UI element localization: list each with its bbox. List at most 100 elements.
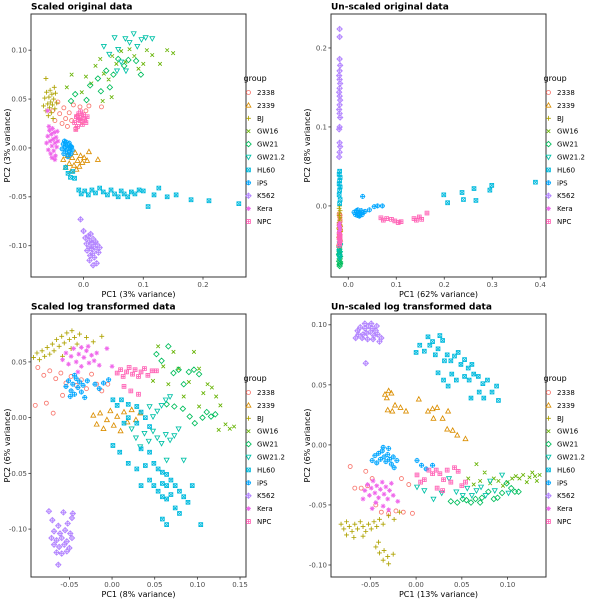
legend-item-GW21.2: GW21.2 bbox=[545, 454, 585, 462]
asterisk-legend-glyph bbox=[546, 506, 551, 511]
legend-label: GW16 bbox=[557, 128, 579, 136]
triangle-open-legend-glyph bbox=[545, 401, 552, 408]
x-tick-label: 0.1 bbox=[391, 281, 402, 289]
legend-item-2339: 2339 bbox=[245, 102, 275, 110]
x-tick-label: 0.0 bbox=[343, 281, 354, 289]
x-tick-label: 0.10 bbox=[500, 581, 516, 589]
series-K562 bbox=[335, 25, 344, 161]
series-GW21 bbox=[67, 55, 145, 105]
legend-item-GW21: GW21 bbox=[245, 440, 278, 449]
legend-label: 2338 bbox=[557, 389, 575, 397]
series-BJ bbox=[31, 328, 105, 363]
diamond-plus-legend-glyph bbox=[245, 492, 252, 500]
legend-label: Kera bbox=[557, 205, 573, 213]
y-tick-label: 0.00 bbox=[11, 414, 27, 422]
points-iPS bbox=[369, 444, 436, 472]
series-HL60 bbox=[413, 333, 501, 403]
x-tick-label: 0.15 bbox=[232, 581, 248, 589]
panel-title: Scaled original data bbox=[31, 3, 132, 13]
y-tick-label: -0.10 bbox=[9, 242, 27, 250]
legend-item-iPS: iPS bbox=[545, 179, 568, 187]
circle-open-legend-glyph bbox=[246, 390, 251, 395]
series-2338 bbox=[347, 464, 415, 516]
square-x-legend-glyph bbox=[546, 467, 551, 473]
series-K562 bbox=[77, 216, 103, 269]
circle-open-legend-glyph bbox=[546, 390, 551, 395]
points-GW21.2 bbox=[128, 394, 187, 464]
square-plus-legend-glyph bbox=[246, 219, 251, 224]
legend-item-Kera: Kera bbox=[246, 505, 273, 513]
chart-svg-unscaled-log: Un-scaled log transformed data -0.05 0.00 0… bbox=[303, 303, 585, 600]
points-GW21.2 bbox=[100, 31, 156, 75]
x-tick-label: 0.2 bbox=[439, 281, 450, 289]
panel-unscaled-log-data: Un-scaled log transformed data -0.05 0.00 0… bbox=[300, 300, 600, 600]
series-GW16 bbox=[64, 47, 176, 104]
triangle-down-open-legend-glyph bbox=[245, 454, 252, 461]
x-tick-label: 0.3 bbox=[487, 281, 498, 289]
legend-label: GW21 bbox=[557, 141, 578, 149]
y-tick-label: -0.10 bbox=[9, 525, 27, 533]
square-plus-legend-glyph bbox=[246, 519, 251, 524]
legend-label: 2339 bbox=[557, 102, 575, 110]
legend-label: 2338 bbox=[257, 89, 275, 97]
series-iPS bbox=[63, 372, 112, 401]
points-GW16 bbox=[466, 462, 542, 488]
y-tick-label: -0.05 bbox=[9, 193, 27, 201]
legend-label: K562 bbox=[557, 192, 575, 200]
legend-label: GW21.2 bbox=[557, 454, 585, 462]
points-HL60 bbox=[413, 333, 501, 403]
triangle-open-legend-glyph bbox=[545, 101, 552, 108]
series-2339 bbox=[381, 387, 469, 442]
points-HL60 bbox=[336, 168, 538, 206]
points-GW16 bbox=[64, 47, 176, 104]
legend-label: GW21 bbox=[557, 441, 578, 449]
series-iPS bbox=[351, 193, 385, 219]
legend-label: HL60 bbox=[257, 466, 275, 474]
plus-legend-glyph bbox=[546, 415, 551, 421]
legend-item-2339: 2339 bbox=[245, 402, 275, 410]
legend: group 2338 2339 BJ GW16 GW21 GW21.2 HL60 iPS K562… bbox=[244, 74, 285, 226]
panel-title: Un-scaled original data bbox=[331, 3, 449, 13]
legend-item-2338: 2338 bbox=[246, 89, 275, 97]
legend-item-NPC: NPC bbox=[546, 218, 571, 226]
asterisk-legend-glyph bbox=[246, 206, 251, 211]
points-iPS bbox=[59, 138, 75, 160]
series-BJ bbox=[338, 509, 403, 567]
legend-item-GW21.2: GW21.2 bbox=[545, 154, 585, 162]
points-HL60 bbox=[110, 397, 204, 527]
circle-plus-legend-glyph bbox=[545, 480, 552, 486]
legend-label: GW21.2 bbox=[257, 154, 285, 162]
legend-label: iPS bbox=[257, 179, 268, 187]
square-x-legend-glyph bbox=[546, 167, 551, 173]
diamond-plus-legend-glyph bbox=[245, 192, 252, 200]
series-HL60 bbox=[336, 168, 538, 206]
legend: group 2338 2339 BJ GW16 GW21 GW21.2 HL60 iPS K562… bbox=[544, 74, 585, 226]
y-tick-label: 0.2 bbox=[316, 44, 327, 52]
legend-label: HL60 bbox=[557, 466, 575, 474]
points-Kera bbox=[44, 108, 61, 163]
panel-title: Scaled log transformed data bbox=[31, 303, 176, 313]
legend-label: HL60 bbox=[557, 166, 575, 174]
diamond-open-legend-glyph bbox=[245, 140, 252, 148]
series-iPS bbox=[369, 444, 436, 472]
circle-plus-legend-glyph bbox=[545, 180, 552, 186]
series-NPC bbox=[414, 465, 468, 493]
diamond-plus-legend-glyph bbox=[545, 492, 552, 500]
diamond-plus-legend-glyph bbox=[545, 192, 552, 200]
diamond-open-legend-glyph bbox=[245, 440, 252, 448]
series-Kera bbox=[360, 478, 401, 513]
legend-label: Kera bbox=[257, 205, 273, 213]
series-iPS bbox=[59, 138, 75, 160]
y-tick-label: -0.10 bbox=[309, 561, 327, 569]
legend-label: Kera bbox=[557, 505, 573, 513]
y-tick-label: 0.10 bbox=[11, 47, 27, 55]
points-GW21 bbox=[447, 480, 522, 506]
legend-title: group bbox=[244, 374, 267, 383]
points-NPC bbox=[336, 210, 430, 248]
x-tick-label: -0.05 bbox=[361, 581, 379, 589]
panel-scaled-original-data: Scaled original data 0.0 0.1 0.2 -0.10 -0.05 0… bbox=[0, 0, 300, 300]
plus-legend-glyph bbox=[246, 115, 251, 121]
circle-plus-legend-glyph bbox=[245, 180, 252, 186]
points-GW16 bbox=[150, 344, 237, 433]
